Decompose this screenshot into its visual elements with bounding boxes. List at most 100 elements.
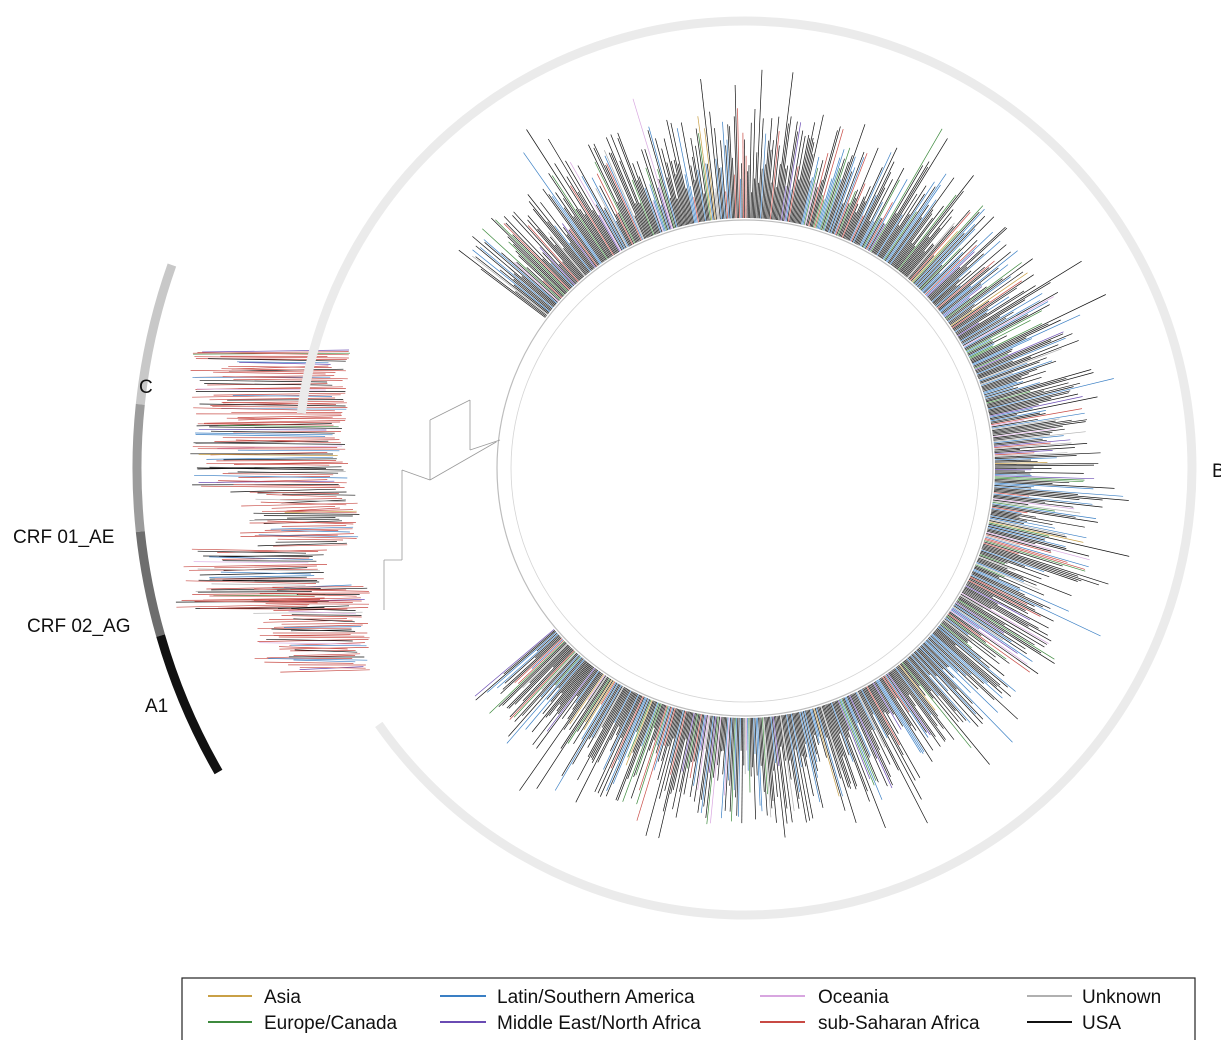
- tree-leaf-branch: [577, 165, 625, 250]
- internal-branch: [429, 399, 471, 421]
- tree-leaf-branch: [977, 344, 1059, 377]
- tree-leaf-branch: [994, 450, 1053, 455]
- tree-leaf-branch: [912, 205, 984, 284]
- tree-leaf-branch: [826, 704, 857, 790]
- tree-leaf-branch: [789, 135, 806, 223]
- tree-leaf-branch: [638, 176, 661, 234]
- tree-leaf-branch: [877, 193, 918, 257]
- tree-leaf-branch: [216, 460, 337, 462]
- tree-leaf-branch: [794, 122, 816, 223]
- clade-labels: B C CRF 01_AE CRF 02_AG A1: [13, 377, 1221, 717]
- tree-leaf-branch: [785, 189, 792, 222]
- tree-leaf-branch: [762, 140, 769, 219]
- tree-leaf-branch: [549, 236, 585, 278]
- tree-leaf-branch: [203, 597, 325, 601]
- tree-leaf-branch: [633, 703, 661, 778]
- tree-leaf-branch: [994, 439, 1071, 447]
- tree-leaf-branch: [210, 402, 347, 406]
- clade-arc-b: [296, 16, 1197, 920]
- tree-leaf-branch: [906, 658, 939, 696]
- tree-leaf-branch: [784, 122, 802, 222]
- tree-leaf-branch: [769, 131, 780, 220]
- tree-leaf-branch: [621, 695, 642, 739]
- tree-leaf-branch: [926, 639, 979, 690]
- tree-leaf-branch: [945, 616, 1010, 664]
- tree-leaf-branch: [573, 216, 605, 262]
- tree-leaf-branch: [906, 244, 935, 278]
- tree-leaf-branch: [694, 714, 703, 762]
- tree-leaf-branch: [593, 143, 640, 242]
- tree-leaf-branch: [974, 566, 1000, 578]
- tree-leaf-branch: [993, 431, 1053, 440]
- tree-leaf-branch: [513, 273, 554, 308]
- tree-leaf-branch: [636, 706, 673, 821]
- tree-leaf-branch: [885, 173, 947, 262]
- tree-leaf-branch: [991, 418, 1038, 428]
- tree-leaf-branch: [240, 534, 338, 537]
- tree-leaf-branch: [957, 599, 1055, 660]
- tree-leaf-branch: [986, 533, 1051, 552]
- tree-leaf-branch: [917, 648, 957, 690]
- tree-leaf-branch: [502, 642, 567, 706]
- tree-leaf-branch: [523, 152, 602, 264]
- tree-leaf-branch: [962, 291, 1059, 346]
- tree-leaf-branch: [737, 108, 741, 219]
- tree-leaf-branch: [972, 338, 1033, 366]
- legend-label-usa: USA: [1082, 1013, 1121, 1034]
- tree-leaf-branch: [277, 538, 344, 541]
- tree-leaf-branch: [990, 516, 1024, 524]
- tree-leaf-branch: [577, 191, 616, 255]
- tree-leaf-branch: [254, 588, 369, 592]
- tree-leaf-branch: [895, 205, 944, 270]
- tree-leaf-branch: [268, 658, 368, 661]
- tree-leaf-branch: [959, 595, 1045, 648]
- tree-leaf-branch: [994, 443, 1088, 451]
- tree-leaf-branch: [270, 526, 354, 530]
- tree-leaf-branch: [846, 186, 871, 240]
- tree-leaf-branch: [980, 550, 1026, 567]
- tree-leaf-branch: [942, 621, 969, 642]
- tree-leaf-branch: [955, 312, 987, 334]
- tree-leaf-branch: [970, 575, 1035, 607]
- tree-leaf-branch: [255, 498, 346, 502]
- tree-leaf-branch: [526, 267, 562, 300]
- tree-leaf-branch: [209, 426, 342, 429]
- tree-leaf-branch: [195, 432, 333, 436]
- tree-leaf-branch: [573, 680, 614, 744]
- tree-leaf-branch: [636, 161, 663, 233]
- tree-leaf-branch: [993, 435, 1064, 444]
- tree-leaf-branch: [845, 196, 865, 240]
- tree-leaf-branch: [662, 711, 688, 812]
- tree-leaf-branch: [899, 664, 936, 711]
- tree-leaf-branch: [617, 212, 635, 245]
- tree-leaf-branch: [792, 138, 811, 223]
- tree-leaf-branch: [852, 693, 880, 751]
- tree-leaf-branch: [569, 162, 622, 252]
- tree-leaf-branch: [641, 702, 659, 747]
- tree-leaf-branch: [988, 526, 1045, 541]
- tree-leaf-branch: [819, 706, 857, 824]
- tree-leaf-branch: [596, 173, 634, 245]
- tree-leaf-branch: [548, 663, 591, 716]
- tree-leaf-branch: [513, 244, 566, 295]
- tree-leaf-branch: [923, 642, 949, 668]
- tree-leaf-branch: [540, 202, 593, 271]
- tree-leaf-branch: [601, 686, 625, 728]
- tree-leaf-branch: [994, 488, 1129, 501]
- tree-leaf-branch: [866, 686, 900, 746]
- tree-leaf-branch: [986, 382, 1069, 405]
- tree-leaf-branch: [472, 249, 551, 313]
- tree-leaf-branch: [569, 242, 592, 271]
- tree-leaf-branch: [824, 161, 849, 232]
- tree-leaf-branch: [813, 708, 840, 797]
- tree-leaf-branch: [521, 276, 556, 306]
- tree-leaf-branch: [994, 482, 1094, 490]
- tree-leaf-branch: [774, 716, 788, 824]
- tree-leaf-branch: [658, 187, 672, 230]
- tree-leaf-branch: [585, 676, 608, 709]
- tree-leaf-branch: [847, 201, 866, 241]
- tree-leaf-branch: [939, 625, 981, 660]
- tree-leaf-branch: [772, 716, 780, 767]
- tree-leaf-branch: [610, 692, 635, 741]
- tree-leaf-branch: [237, 415, 342, 418]
